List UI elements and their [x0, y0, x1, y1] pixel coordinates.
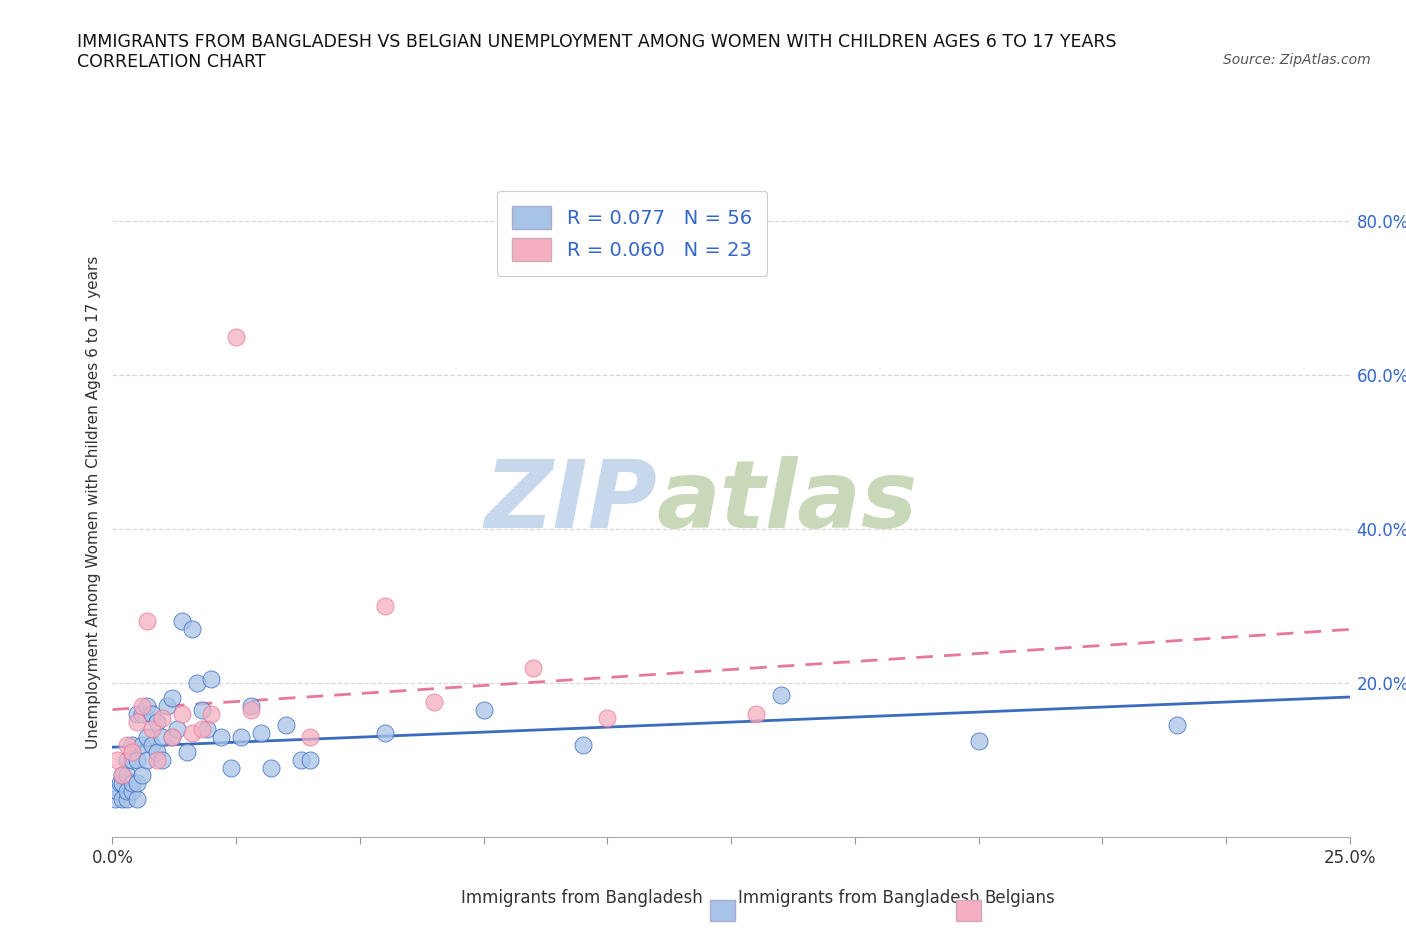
Point: [150, 752, 173, 767]
Text: IMMIGRANTS FROM BANGLADESH VS BELGIAN UNEMPLOYMENT AMONG WOMEN WITH CHILDREN AGE: IMMIGRANTS FROM BANGLADESH VS BELGIAN UN…: [77, 33, 1116, 50]
Point: [299, 729, 322, 744]
Point: [225, 329, 247, 344]
Point: [121, 776, 143, 790]
Point: [146, 752, 169, 767]
Point: [219, 761, 242, 776]
Point: [274, 718, 297, 733]
Point: [180, 725, 202, 740]
Text: Source: ZipAtlas.com: Source: ZipAtlas.com: [1223, 53, 1371, 67]
Point: [745, 707, 768, 722]
Point: [150, 729, 173, 744]
Point: [121, 737, 143, 752]
Point: [127, 776, 149, 790]
Point: [170, 707, 193, 722]
Point: [240, 702, 263, 717]
Point: [117, 768, 139, 783]
Point: [108, 776, 131, 790]
Point: [127, 707, 149, 722]
Point: [250, 725, 273, 740]
Text: CORRELATION CHART: CORRELATION CHART: [77, 53, 266, 71]
Point: [571, 737, 593, 752]
Text: Immigrants from Bangladesh: Immigrants from Bangladesh: [738, 889, 980, 907]
Point: [260, 761, 283, 776]
Text: atlas: atlas: [657, 457, 918, 548]
Point: [111, 768, 134, 783]
Point: [240, 698, 263, 713]
Point: [299, 752, 322, 767]
Point: [131, 768, 153, 783]
Point: [596, 711, 619, 725]
Point: [111, 791, 134, 806]
Point: [160, 729, 183, 744]
Point: [127, 752, 149, 767]
Point: [374, 725, 396, 740]
Point: [136, 698, 159, 713]
Point: [166, 722, 188, 737]
Point: [190, 722, 212, 737]
Point: [127, 791, 149, 806]
Point: [117, 791, 139, 806]
Point: [104, 791, 127, 806]
Text: ZIP: ZIP: [484, 457, 657, 548]
Point: [121, 783, 143, 798]
Point: [136, 729, 159, 744]
Point: [190, 702, 212, 717]
Point: [146, 714, 169, 729]
Point: [200, 671, 222, 686]
Y-axis label: Unemployment Among Women with Children Ages 6 to 17 years: Unemployment Among Women with Children A…: [86, 256, 101, 749]
Point: [141, 722, 163, 737]
Point: [117, 752, 139, 767]
Point: [127, 714, 149, 729]
Point: [170, 614, 193, 629]
Point: [111, 768, 134, 783]
Text: Belgians: Belgians: [984, 889, 1054, 907]
Point: [136, 752, 159, 767]
Point: [131, 707, 153, 722]
Point: [111, 776, 134, 790]
Point: [107, 783, 129, 798]
Point: [374, 599, 396, 614]
Legend: R = 0.077   N = 56, R = 0.060   N = 23: R = 0.077 N = 56, R = 0.060 N = 23: [496, 191, 768, 276]
Point: [160, 691, 183, 706]
Point: [200, 707, 222, 722]
Point: [117, 783, 139, 798]
Point: [107, 752, 129, 767]
Point: [176, 745, 198, 760]
Point: [290, 752, 312, 767]
Point: [136, 614, 159, 629]
Point: [1166, 718, 1188, 733]
Point: [117, 737, 139, 752]
Point: [141, 707, 163, 722]
Point: [195, 722, 218, 737]
Point: [146, 745, 169, 760]
Point: [423, 695, 446, 710]
Point: [472, 702, 495, 717]
Point: [121, 752, 143, 767]
Point: [967, 734, 990, 749]
Point: [522, 660, 544, 675]
Point: [180, 622, 202, 637]
Point: [156, 698, 179, 713]
Point: [231, 729, 253, 744]
Text: Immigrants from Bangladesh: Immigrants from Bangladesh: [461, 889, 703, 907]
Point: [769, 687, 792, 702]
Point: [131, 698, 153, 713]
Point: [121, 745, 143, 760]
Point: [141, 737, 163, 752]
Point: [131, 737, 153, 752]
Point: [150, 711, 173, 725]
Point: [186, 675, 208, 690]
Point: [209, 729, 232, 744]
Point: [160, 729, 183, 744]
